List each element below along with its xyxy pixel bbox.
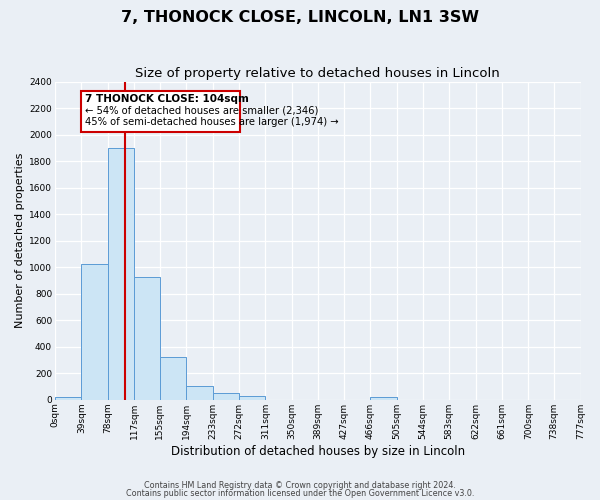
Text: 7, THONOCK CLOSE, LINCOLN, LN1 3SW: 7, THONOCK CLOSE, LINCOLN, LN1 3SW [121, 10, 479, 25]
Bar [212, 393, 239, 400]
X-axis label: Distribution of detached houses by size in Lincoln: Distribution of detached houses by size … [170, 444, 465, 458]
Bar [239, 396, 265, 400]
Bar [186, 386, 212, 400]
Bar [370, 397, 397, 400]
Text: 7 THONOCK CLOSE: 104sqm: 7 THONOCK CLOSE: 104sqm [85, 94, 248, 104]
Text: Contains public sector information licensed under the Open Government Licence v3: Contains public sector information licen… [126, 489, 474, 498]
Bar [82, 264, 108, 400]
Text: Contains HM Land Registry data © Crown copyright and database right 2024.: Contains HM Land Registry data © Crown c… [144, 480, 456, 490]
Y-axis label: Number of detached properties: Number of detached properties [15, 153, 25, 328]
Bar [160, 358, 186, 400]
Bar [80, 91, 239, 132]
Title: Size of property relative to detached houses in Lincoln: Size of property relative to detached ho… [136, 68, 500, 80]
Text: 45% of semi-detached houses are larger (1,974) →: 45% of semi-detached houses are larger (… [85, 117, 338, 127]
Text: ← 54% of detached houses are smaller (2,346): ← 54% of detached houses are smaller (2,… [85, 106, 318, 116]
Bar [134, 276, 160, 400]
Bar [108, 148, 134, 400]
Bar [55, 397, 82, 400]
